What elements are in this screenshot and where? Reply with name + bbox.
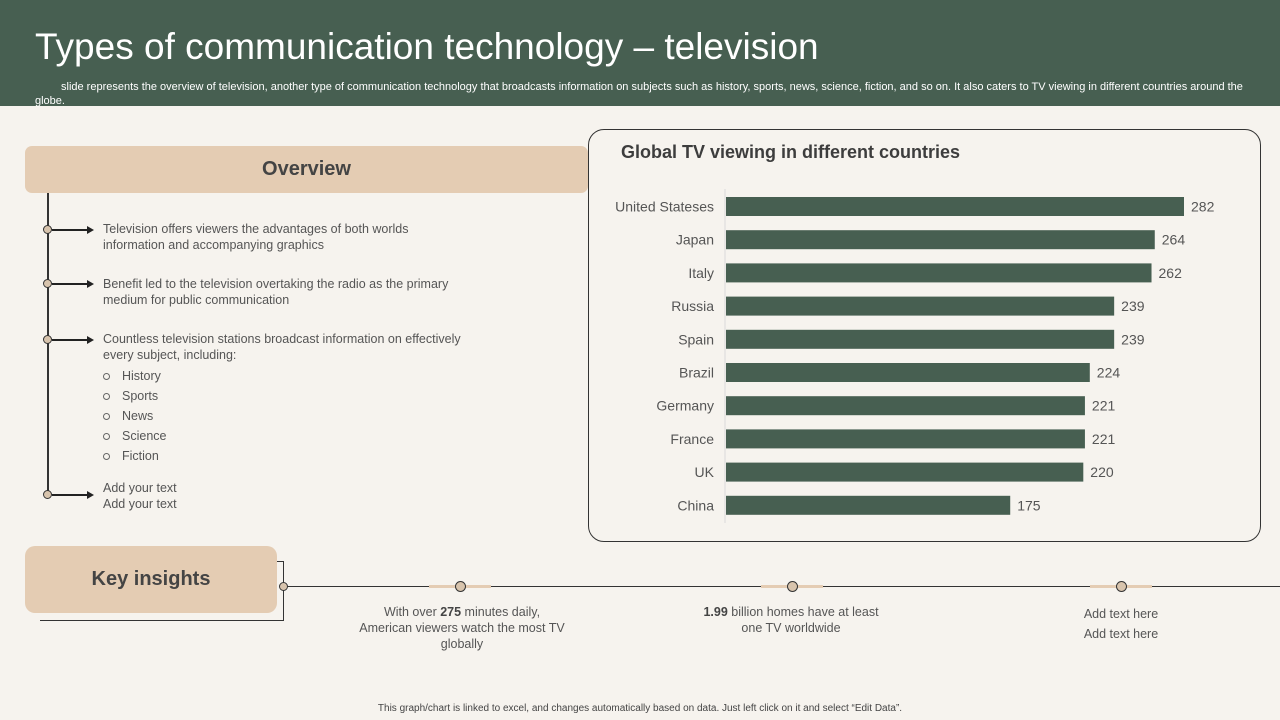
timeline-dot [787,581,798,592]
timeline-start-dot [279,582,288,591]
bar [726,363,1090,382]
chart-title: Global TV viewing in different countries [621,142,961,162]
data-label: 264 [1162,232,1186,248]
bar [726,197,1184,216]
data-label: 239 [1121,331,1145,347]
bar [726,230,1155,250]
data-label: 282 [1191,199,1215,215]
data-label: 221 [1092,431,1116,447]
data-label: 224 [1097,365,1121,381]
data-label: 262 [1159,265,1183,281]
subject-list: History Sports News Science Fiction [103,366,166,466]
overview-bullet-1: Television offers viewers the advantages… [103,222,409,252]
insights-bracket [276,561,284,562]
timeline-dot [1116,581,1127,592]
insight-2: 1.99 billion homes have at least one TV … [703,605,879,635]
circle-bullet-icon [103,412,110,420]
header-banner: Types of communication technology – tele… [0,0,1280,107]
category-label: China [677,497,714,513]
bullet-arrow [52,336,94,343]
insight-1: With over 275 minutes daily, American vi… [359,605,565,651]
insight-3: Add text here Add text here [1083,607,1159,641]
bar [726,263,1152,283]
category-label: United Stateses [615,199,714,215]
insights-heading-box: Key insights [25,546,277,613]
category-label: UK [695,464,715,480]
list-item: Science [103,426,166,446]
list-item: History [103,366,166,386]
bar [726,429,1085,449]
circle-bullet-icon [103,452,110,460]
page-title: Types of communication technology – tele… [35,26,819,67]
page-subtitle: slide represents the overview of televis… [35,81,1243,107]
data-label: 220 [1090,464,1114,480]
list-item: Fiction [103,446,166,466]
data-label: 239 [1121,298,1145,314]
bar [726,329,1115,349]
category-label: France [670,431,714,447]
bar [726,462,1084,482]
data-label: 221 [1092,398,1116,414]
category-label: Italy [688,265,714,281]
overview-connector-line [47,193,49,495]
bullet-arrow [52,280,94,287]
bar [726,296,1115,316]
bullet-dot [43,225,52,234]
bullet-dot [43,279,52,288]
insights-heading: Key insights [91,568,211,590]
footer-note: This graph/chart is linked to excel, and… [377,703,903,714]
bar-chart: United Stateses 282 Japan 264 Italy 262 Russia… [615,189,1215,523]
bullet-arrow [52,491,94,498]
category-label: Germany [656,398,714,414]
bullet-dot [43,335,52,344]
circle-bullet-icon [103,372,110,380]
category-label: Spain [678,331,714,347]
insights-bracket [40,561,284,621]
category-label: Japan [676,232,714,248]
bar [726,396,1085,416]
overview-bullet-3: Countless television stations broadcast … [103,332,461,362]
list-item: Sports [103,386,166,406]
overview-bullet-4: Add your text Add your text [103,481,177,511]
overview-heading: Overview [262,158,351,180]
bullet-dot [43,490,52,499]
timeline-dot [455,581,466,592]
list-item: News [103,406,166,426]
category-label: Brazil [679,365,714,381]
category-label: Russia [671,298,714,314]
circle-bullet-icon [103,432,110,440]
overview-heading-box: Overview [25,146,588,193]
overview-bullet-2: Benefit led to the television overtaking… [103,277,449,307]
bar [726,495,1011,515]
circle-bullet-icon [103,392,110,400]
data-label: 175 [1017,497,1041,513]
bullet-arrow [52,226,94,233]
